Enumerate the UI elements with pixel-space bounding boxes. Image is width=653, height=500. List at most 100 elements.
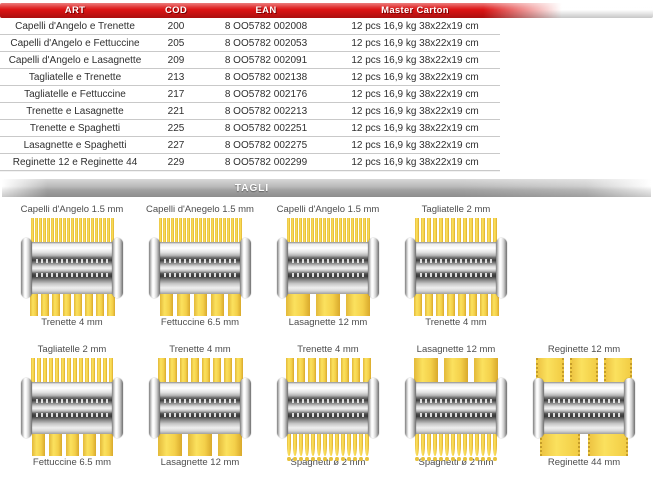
pasta-strip xyxy=(84,291,93,316)
pasta-strip xyxy=(179,358,188,385)
pasta-cutter-graphic xyxy=(149,218,251,316)
cell-art: Capelli d'Angelo e Trenette xyxy=(15,20,135,32)
cell-carton: 12 pcs 16,9 kg 38x22x19 cm xyxy=(351,156,479,168)
column-header-master-carton: Master Carton xyxy=(381,5,449,16)
cell-cod: 213 xyxy=(167,71,185,83)
cell-art: Tagliatelle e Trenette xyxy=(28,71,122,83)
pasta-strip xyxy=(463,431,467,461)
cutter-bottom-label: Trenette 4 mm xyxy=(41,317,103,328)
pasta-strip xyxy=(230,218,234,245)
cell-ean: 8 OO5782 002176 xyxy=(224,88,308,100)
pasta-strip xyxy=(347,431,351,461)
pasta-strip xyxy=(157,358,166,385)
pasta-cutter-graphic xyxy=(277,218,379,316)
pasta-strip xyxy=(358,218,362,245)
cell-art: Lasagnette e Spaghetti xyxy=(23,139,127,151)
pasta-cutter-graphic xyxy=(277,358,379,461)
pasta-cutter-graphic xyxy=(405,218,507,316)
table-row: Capelli d'Angelo e Lasagnette 209 8 OO5782… xyxy=(0,52,500,69)
table-row: Lasagnette e Spaghetti 227 8 OO5782 002275… xyxy=(0,137,500,154)
pasta-strip xyxy=(95,291,104,316)
pasta-strip xyxy=(475,218,479,245)
cutter-roller-body xyxy=(149,238,251,298)
pasta-strip xyxy=(427,431,431,461)
pasta-strip xyxy=(51,291,60,316)
cell-carton: 12 pcs 16,9 kg 38x22x19 cm xyxy=(351,88,479,100)
pasta-strip xyxy=(326,218,330,245)
pasta-strip xyxy=(214,218,218,245)
cell-ean: 8 OO5782 002053 xyxy=(224,37,308,49)
pasta-strip xyxy=(540,431,580,456)
pasta-strip xyxy=(38,218,42,245)
roller-teeth-icon xyxy=(420,413,492,418)
cutter-side-cap-left xyxy=(533,378,544,438)
pasta-strip xyxy=(463,218,467,245)
cutter-roller-body xyxy=(21,378,123,438)
pasta-strip xyxy=(427,218,431,245)
pasta-strip xyxy=(329,431,333,461)
pasta-strip xyxy=(415,431,419,461)
pasta-strip xyxy=(67,358,71,385)
pasta-strip xyxy=(457,218,461,245)
pasta-strip xyxy=(481,218,485,245)
pasta-strip xyxy=(306,218,310,245)
cell-carton: 12 pcs 16,9 kg 38x22x19 cm xyxy=(351,122,479,134)
pasta-strip xyxy=(168,358,177,385)
cell-cod: 227 xyxy=(167,139,185,151)
pasta-strip xyxy=(99,431,113,456)
pasta-strip xyxy=(362,358,371,385)
cutter-top-label: Tagliatelle 2 mm xyxy=(421,204,491,215)
pasta-strip xyxy=(218,218,222,245)
pasta-strip xyxy=(170,218,174,245)
roller-teeth-icon xyxy=(164,398,236,403)
pasta-strip xyxy=(487,218,491,245)
cutter-roller-body xyxy=(277,238,379,298)
cutter-item: Trenette 4 mm Lasagnette 12 mm xyxy=(136,343,264,469)
pasta-strip xyxy=(479,291,488,316)
cutter-top-label: Trenette 4 mm xyxy=(169,344,231,355)
pasta-strip xyxy=(97,358,101,385)
roller-teeth-icon xyxy=(292,273,364,278)
pasta-strip xyxy=(365,431,369,461)
pasta-cutter-graphic xyxy=(21,358,123,456)
cell-carton: 12 pcs 16,9 kg 38x22x19 cm xyxy=(351,105,479,117)
pasta-strip xyxy=(46,218,50,245)
cutter-item: Tagliatelle 2 mm Trenette 4 mm xyxy=(392,203,520,329)
pasta-strip xyxy=(481,431,485,461)
pasta-strip xyxy=(346,291,370,316)
cell-cod: 209 xyxy=(167,54,185,66)
cutter-top-label: Reginette 12 mm xyxy=(547,344,621,355)
pasta-strip xyxy=(34,218,38,245)
pasta-strip xyxy=(415,218,419,245)
cutter-top-label: Capelli d'Angelo 1.5 mm xyxy=(20,204,124,215)
roller-teeth-icon xyxy=(292,398,364,403)
pasta-strip xyxy=(445,431,449,461)
pasta-strip xyxy=(82,431,96,456)
pasta-strip xyxy=(31,358,35,385)
pasta-strip xyxy=(186,218,190,245)
pasta-strip xyxy=(31,431,45,456)
pasta-strips-top xyxy=(536,358,632,385)
pasta-strips-top xyxy=(29,218,115,245)
pasta-strip xyxy=(62,218,66,245)
pasta-strip xyxy=(188,431,212,456)
cell-art: Tagliatelle e Fettuccine xyxy=(24,88,126,100)
pasta-strip xyxy=(469,431,473,461)
pasta-strip xyxy=(174,218,178,245)
pasta-strip xyxy=(73,291,82,316)
pasta-strip xyxy=(323,431,327,461)
roller-teeth-icon xyxy=(36,398,108,403)
cutter-item: Trenette 4 mm Spaghetti ø 2 mm xyxy=(264,343,392,469)
cutter-bottom-label: Spaghetti ø 2 mm xyxy=(418,457,494,468)
pasta-strip xyxy=(223,358,232,385)
pasta-strip xyxy=(82,218,86,245)
pasta-strip xyxy=(457,431,461,461)
table-row: Reginette 12 e Reginette 44 229 8 OO5782 0… xyxy=(0,154,500,171)
pasta-strip xyxy=(446,291,455,316)
pasta-strip xyxy=(162,218,166,245)
cell-carton: 12 pcs 16,9 kg 38x22x19 cm xyxy=(351,37,479,49)
cutter-item: Capelli d'Anegelo 1.5 mm Fettuccine 6.5 m… xyxy=(136,203,264,329)
table-row: Tagliatelle e Trenette 213 8 OO5782 002138… xyxy=(0,69,500,86)
pasta-strip xyxy=(433,218,437,245)
